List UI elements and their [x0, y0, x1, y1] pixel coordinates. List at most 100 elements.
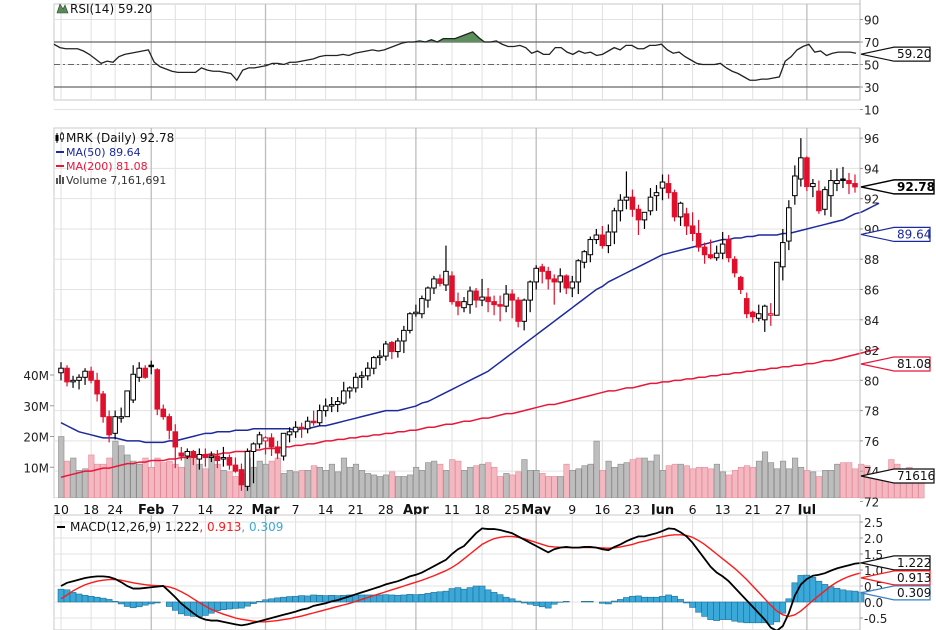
macd-hist-bar: [617, 599, 624, 603]
x-tick-label: 9: [568, 502, 576, 517]
volume-bar: [226, 471, 233, 499]
macd-hist-bar: [388, 594, 396, 603]
candle: [629, 189, 636, 217]
macd-hist-bar: [81, 594, 89, 603]
ma50-value-badge: 89.64: [860, 226, 931, 243]
macd-hist-bar: [75, 593, 83, 603]
macd-hist-bar: [538, 601, 546, 608]
macd-hist-bar: [448, 588, 456, 603]
candle-body: [286, 431, 293, 436]
volume-bar: [467, 466, 474, 499]
candle: [449, 271, 455, 305]
macd-hist-bar: [147, 601, 155, 605]
candle-body: [731, 258, 738, 274]
candle-body: [250, 443, 257, 452]
volume-bar: [491, 466, 498, 499]
macd-hist-bar: [238, 601, 245, 609]
candle: [822, 186, 828, 216]
volume-bar: [310, 465, 317, 499]
macd-hist-bar: [256, 601, 263, 603]
volume-bars-icon: [56, 175, 64, 184]
candle-body: [533, 267, 539, 283]
volume-bar: [370, 474, 378, 499]
candle-body: [190, 450, 197, 459]
candle-body: [581, 251, 588, 263]
candle: [665, 174, 672, 199]
macd-hist-bar: [93, 596, 101, 603]
price-tick-label: 96: [864, 132, 879, 146]
candle: [184, 448, 191, 460]
volume-bar: [112, 440, 119, 499]
macd-hist-bar: [623, 597, 630, 603]
macd-hist-bar: [292, 595, 299, 603]
rsi-badge-value: 59.20: [897, 47, 931, 61]
macd-signal-line: [60, 534, 862, 623]
candle: [371, 356, 377, 375]
volume-bar: [232, 476, 239, 499]
volume-bar: [274, 457, 281, 499]
candle-body: [82, 370, 88, 378]
candle: [569, 275, 576, 298]
volume-bar: [280, 473, 287, 499]
macd-hist-bar: [316, 594, 323, 603]
price-tick-label: 92: [864, 193, 879, 207]
candle: [455, 292, 461, 316]
price-tick-label: 78: [864, 405, 879, 419]
candle: [774, 261, 780, 316]
macd-hist-bar: [394, 594, 402, 603]
macd-hist-bar: [135, 601, 143, 608]
candle: [786, 200, 792, 251]
volume-bar: [142, 457, 149, 499]
candle: [310, 410, 317, 426]
volume-bar: [449, 459, 456, 499]
candle-body: [455, 301, 461, 307]
candle: [437, 274, 443, 287]
rsi-value-badge: 59.20: [860, 46, 931, 62]
candle-body: [786, 207, 792, 242]
volume-bar: [130, 460, 137, 499]
candle: [677, 201, 684, 226]
candle: [461, 297, 467, 313]
volume-bar: [509, 474, 516, 499]
candle: [737, 275, 744, 295]
volume-bar: [737, 466, 745, 499]
macd-hist-bar: [659, 595, 666, 603]
candle: [683, 207, 690, 236]
candle: [196, 448, 203, 470]
candle: [755, 304, 762, 322]
candle: [286, 427, 293, 443]
x-tick-label: 25: [504, 502, 520, 517]
candle-body: [491, 301, 497, 306]
macd-hist-bar: [683, 601, 690, 604]
x-tick-label: 24: [107, 502, 123, 517]
candle-body: [575, 260, 582, 283]
candle-body: [148, 364, 155, 368]
candle: [346, 386, 353, 399]
volume-bar: [497, 476, 504, 499]
candle: [172, 424, 179, 469]
macd-hist-bar: [129, 601, 137, 609]
macd-hist-bar: [707, 601, 714, 620]
rsi-tick-label: 30: [864, 81, 879, 95]
x-tick-label: Apr: [403, 503, 429, 518]
candle: [641, 211, 648, 229]
volume-bar: [840, 462, 847, 499]
volume-bar: [160, 462, 167, 499]
candle: [256, 431, 263, 449]
macd-panel: 2.52.01.51.00.50.0-0.5 1.222 0.913 0.309…: [53, 514, 931, 630]
macd-hist-bar: [153, 601, 161, 604]
candle: [810, 179, 816, 198]
volume-bar: [443, 470, 450, 499]
candle: [479, 278, 485, 307]
macd-hist-bar: [472, 585, 480, 603]
candle: [798, 138, 804, 187]
volume-bar: [220, 470, 227, 499]
volume-bar: [503, 473, 510, 499]
candle-body: [515, 299, 521, 322]
macd-hist-bar: [737, 601, 745, 623]
volume-bar: [575, 468, 582, 499]
candle-body: [689, 225, 696, 235]
candle: [846, 172, 852, 195]
macd-hist-bar: [815, 580, 823, 603]
volume-bar: [593, 440, 600, 499]
